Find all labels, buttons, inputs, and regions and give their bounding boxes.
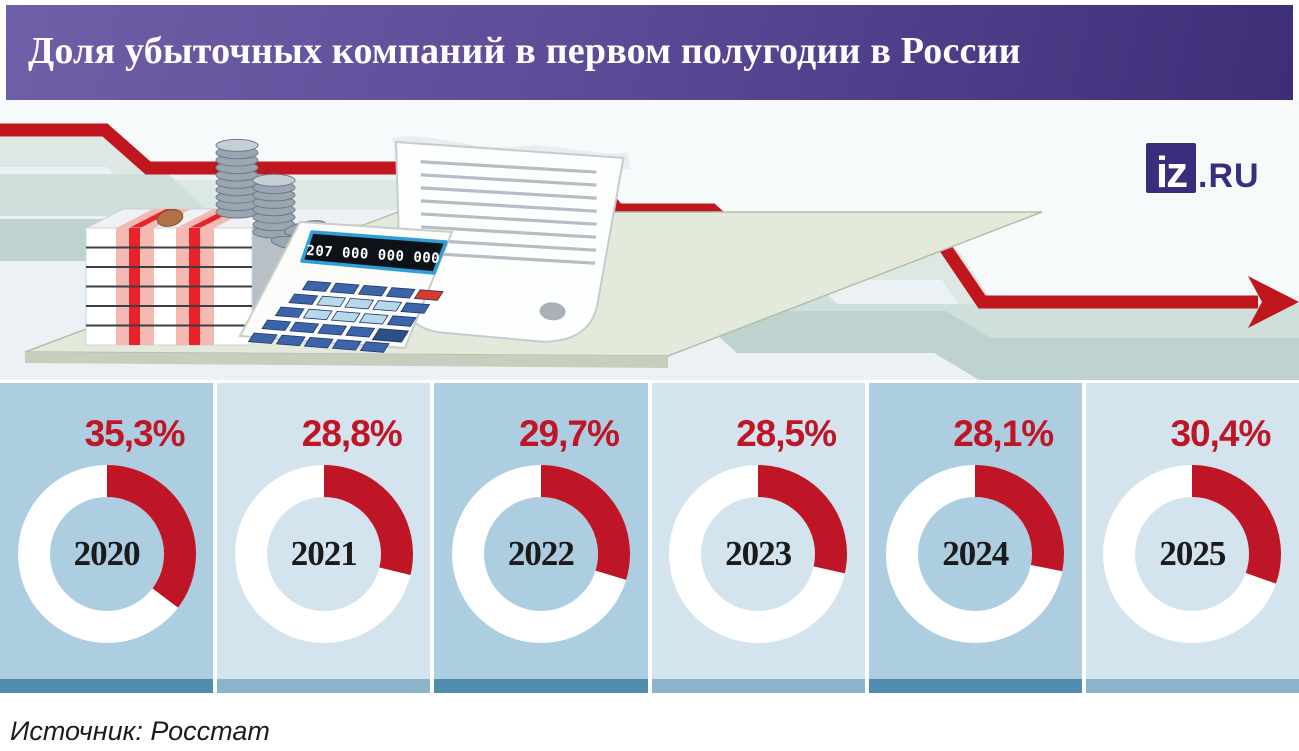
percent-label: 28,5% — [736, 413, 837, 454]
percent-label: 29,7% — [518, 413, 620, 454]
donut-card-2021: 28,8% 2021 — [217, 383, 431, 693]
bundle-seal — [156, 209, 184, 227]
card-footer-bar — [1085, 679, 1299, 693]
donut-chart: 2022 — [448, 461, 634, 647]
donut-arc — [105, 465, 196, 608]
donut-card-2022: 29,7% 2022 — [434, 383, 648, 693]
percent-label: 30,4% — [1170, 413, 1271, 454]
donut-cards: 35,3% 2020 28,8% 2021 29,7% 2022 28,5% 2023 28,1… — [0, 383, 1299, 693]
calculator: 207 000 000 000 — [238, 220, 454, 353]
donut-card-2025: 30,4% 2025 — [1085, 383, 1299, 693]
donut-arc — [1191, 465, 1282, 584]
donut-chart: 2025 — [1099, 461, 1285, 647]
donut-arc — [323, 465, 413, 576]
money-stack — [85, 208, 290, 346]
receipt-lines — [420, 160, 597, 265]
donut-arc — [974, 465, 1065, 572]
donut-chart: 2020 — [14, 461, 200, 647]
year-label: 2020 — [73, 534, 141, 573]
donut-arc — [757, 465, 848, 574]
bundle-separators — [86, 246, 252, 327]
title-bar: Доля убыточных компаний в первом полугод… — [6, 5, 1293, 100]
donut-card-2020: 35,3% 2020 — [0, 383, 214, 693]
donut-chart: 2023 — [665, 461, 851, 647]
card-footer-bar — [651, 679, 865, 693]
izru-logo-suffix: .RU — [1198, 157, 1260, 195]
trend-scene-svg: 207 000 000 000 — [0, 100, 1299, 380]
receipt-dot — [539, 302, 566, 321]
percent-label: 28,1% — [953, 413, 1054, 454]
card-footer-bar — [0, 679, 214, 693]
receipt-illustration — [392, 136, 631, 343]
donut-chart: 2024 — [882, 461, 1068, 647]
year-label: 2025 — [1159, 534, 1226, 573]
page-title: Доля убыточных компаний в первом полугод… — [28, 29, 1021, 72]
izru-logo: iz .RU — [1146, 143, 1260, 197]
year-label: 2024 — [942, 534, 1009, 573]
donut-arc — [540, 465, 630, 580]
trend-scene: 207 000 000 000 — [0, 100, 1299, 380]
trend-arrowhead — [1248, 276, 1299, 328]
donut-chart: 2021 — [231, 461, 417, 647]
calculator-display — [300, 230, 448, 275]
card-footer-bar — [217, 679, 431, 693]
year-label: 2021 — [290, 534, 358, 573]
izru-logo-box: iz — [1146, 143, 1196, 197]
trend-arrow-line — [0, 123, 1299, 328]
donut-card-2023: 28,5% 2023 — [651, 383, 865, 693]
step-band-light — [0, 100, 1299, 296]
izru-logo-letters: iz — [1155, 147, 1188, 197]
percent-label: 28,8% — [301, 413, 403, 454]
card-footer-bar — [868, 679, 1082, 693]
calculator-keys — [247, 280, 444, 353]
donut-card-2024: 28,1% 2024 — [868, 383, 1082, 693]
card-footer-bar — [434, 679, 648, 693]
source-label: Источник: Росстат — [10, 716, 270, 746]
year-label: 2022 — [507, 534, 575, 573]
year-label: 2023 — [725, 534, 792, 573]
percent-label: 35,3% — [84, 413, 186, 454]
